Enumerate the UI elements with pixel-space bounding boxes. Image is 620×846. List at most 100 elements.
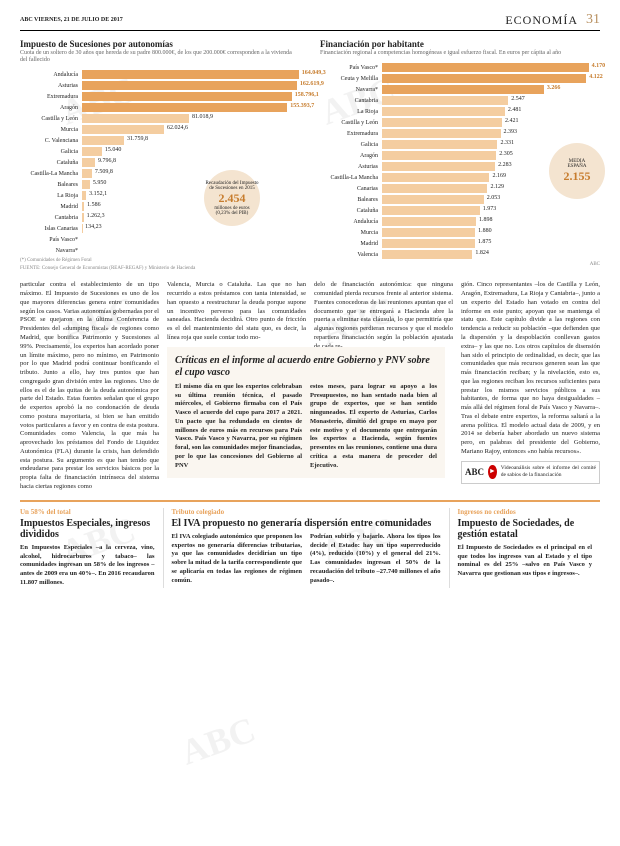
body-col2: Valencia, Murcia o Cataluña. Las que no …: [167, 281, 306, 491]
bar-label: Castilla-La Mancha: [320, 175, 382, 181]
bar-value: 4.122: [586, 74, 603, 80]
bar-row: Murcia 62.024,6: [20, 125, 300, 134]
bar-row: País Vasco*: [20, 235, 300, 244]
bar-value: 3.266: [544, 85, 561, 91]
inset-box: Críticas en el informe al acuerdo entre …: [167, 347, 445, 479]
bottom-col1: Un 58% del total Impuestos Especiales, i…: [20, 508, 164, 588]
bar-label: Navarra*: [320, 87, 382, 93]
bar-value: 2.169: [489, 173, 506, 179]
chart2-title: Financiación por habitante: [320, 39, 600, 49]
article-body: particular contra el establecimiento de …: [20, 281, 600, 491]
bar-row: Castilla y León81.018,9: [20, 114, 300, 123]
bar-value: 2.129: [487, 184, 504, 190]
bar-label: Madrid: [20, 204, 82, 210]
bar-value: 15.040: [102, 147, 122, 153]
bottom-col3: Ingresos no cedidos Impuesto de Sociedad…: [458, 508, 601, 588]
bar-row: Baleares5.950: [20, 180, 300, 189]
bar-value: 4.170: [589, 63, 606, 69]
bottom-col2: Tributo colegiado El IVA propuesto no ge…: [172, 508, 450, 588]
bar-row: Cantabria2.547: [320, 96, 600, 105]
bar-row: Navarra*: [20, 246, 300, 255]
bar-row: C. Valenciana 31.759,8: [20, 136, 300, 145]
bar-row: Aragón2.305: [320, 151, 600, 160]
bar-label: Extremadura: [320, 131, 382, 137]
bar-row: Extremadura158.796,1: [20, 92, 300, 101]
bar-row: Castilla y León 2.421: [320, 118, 600, 127]
bar-label: Baleares: [320, 197, 382, 203]
bar-label: Aragón: [320, 153, 382, 159]
inset-col1: El mismo día en que los expertos celebra…: [175, 383, 302, 471]
chart-sucesiones: Impuesto de Sucesiones por autonomías Cu…: [20, 39, 300, 271]
body-col1: particular contra el establecimiento de …: [20, 281, 159, 491]
bar-row: Galicia 15.040: [20, 147, 300, 156]
bar-row: La Rioja2.481: [320, 107, 600, 116]
bar-label: Cataluña: [320, 208, 382, 214]
chart1-title: Impuesto de Sucesiones por autonomías: [20, 39, 300, 49]
bar-label: Andalucía: [20, 72, 82, 78]
bar-label: Castilla y León: [320, 120, 382, 126]
bar-label: Navarra*: [20, 248, 82, 254]
page-header: ABC VIERNES, 21 DE JULIO DE 2017 ECONOMÍ…: [20, 12, 600, 31]
chart2-sub: Financiación regional a competencias hom…: [320, 50, 600, 57]
bar-value: 3.152,1: [86, 191, 107, 197]
bar-row: Aragón155.393,7: [20, 103, 300, 112]
bar-row: Madrid 1.875: [320, 239, 600, 248]
bar-value: 155.393,7: [287, 103, 314, 109]
bar-label: Aragón: [20, 105, 82, 111]
bar-label: Asturias: [320, 164, 382, 170]
bar-label: Murcia: [20, 127, 82, 133]
bar-row: Galicia2.331: [320, 140, 600, 149]
chart1-sub: Cuota de un soltero de 30 años que hered…: [20, 50, 300, 64]
bar-label: Islas Canarias: [20, 226, 82, 232]
page-number: 31: [586, 12, 600, 28]
bar-row: Navarra* 3.266: [320, 85, 600, 94]
bar-label: País Vasco*: [20, 237, 82, 243]
bar-label: Cantabria: [20, 215, 82, 221]
bar-label: Galicia: [320, 142, 382, 148]
bar-label: Canarias: [320, 186, 382, 192]
bar-label: La Rioja: [20, 193, 82, 199]
play-icon: ►: [488, 465, 497, 479]
bar-row: Extremadura2.393: [320, 129, 600, 138]
abc-logo: ABC: [465, 466, 484, 478]
bar-label: Murcia: [320, 230, 382, 236]
bar-label: Cataluña: [20, 160, 82, 166]
inset-title: Críticas en el informe al acuerdo entre …: [175, 355, 437, 379]
chart-financiacion: Financiación por habitante Financiación …: [320, 39, 600, 271]
bar-row: Murcia 1.880: [320, 228, 600, 237]
bar-row: Cantabria1.262,3: [20, 213, 300, 222]
bar-row: Madrid1.586: [20, 202, 300, 211]
bar-row: Valencia 1.824: [320, 250, 600, 259]
abc-promo-text: Videoanálisis sobre el informe del comit…: [501, 465, 596, 480]
bar-row: Cataluña1.973: [320, 206, 600, 215]
bar-row: Cataluña 9.796,8: [20, 158, 300, 167]
bar-value: 81.018,9: [189, 114, 213, 120]
bar-row: Andalucía164.049,3: [20, 70, 300, 79]
bar-value: 1.898: [476, 217, 493, 223]
chart1-source: FUENTE: Consejo General de Economistas (…: [20, 266, 300, 271]
bar-label: Galicia: [20, 149, 82, 155]
bar-label: Castilla-La Mancha: [20, 171, 82, 177]
bottom-boxes: Un 58% del total Impuestos Especiales, i…: [20, 500, 600, 588]
bar-label: Madrid: [320, 241, 382, 247]
bar-row: Baleares 2.053: [320, 195, 600, 204]
bar-value: 1.880: [475, 228, 492, 234]
bar-row: Asturias2.283: [320, 162, 600, 171]
bar-value: 7.509,8: [92, 169, 113, 175]
header-date: ABC VIERNES, 21 DE JULIO DE 2017: [20, 17, 123, 23]
bar-label: Extremadura: [20, 94, 82, 100]
bar-value: 62.024,6: [164, 125, 188, 131]
bar-value: 1.824: [472, 250, 489, 256]
bar-label: Asturias: [20, 83, 82, 89]
bar-label: C. Valenciana: [20, 138, 82, 144]
bar-value: 9.796,8: [95, 158, 116, 164]
bar-value: 2.053: [484, 195, 501, 201]
bar-row: País Vasco*4.170: [320, 63, 600, 72]
bar-value: 2.421: [502, 118, 519, 124]
section-name: ECONOMÍA: [505, 13, 578, 28]
body-col4: gión. Cinco representantes –los de Casti…: [461, 281, 600, 491]
bar-value: 1.875: [475, 239, 492, 245]
bar-value: 31.759,8: [124, 136, 148, 142]
bar-label: Valencia: [320, 252, 382, 258]
bar-label: Cantabria: [320, 98, 382, 104]
